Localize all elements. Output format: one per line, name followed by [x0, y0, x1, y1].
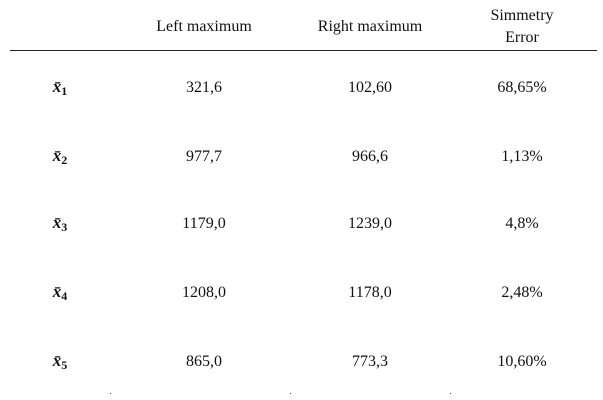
column-header: Right maximum: [317, 18, 423, 35]
table-cell: 1239,0: [348, 215, 392, 232]
row-index: 2: [61, 153, 68, 167]
row-symbol: x̄: [52, 213, 62, 232]
dot: [450, 393, 451, 394]
row-symbol: x̄: [52, 351, 62, 370]
table-cell: 977,7: [186, 148, 222, 165]
row-symbol: x̄: [52, 146, 62, 165]
table-cell: 773,3: [352, 353, 388, 370]
dot: [290, 393, 291, 394]
row-label: x̄3: [53, 213, 68, 235]
column-header: Simmetry Error: [490, 7, 554, 46]
row-label: x̄1: [53, 77, 68, 99]
table-cell: 2,48%: [501, 284, 543, 301]
table-cell: 10,60%: [497, 353, 547, 370]
table-cell: 1,13%: [501, 148, 543, 165]
row-index: 4: [61, 289, 68, 303]
table-cell: 102,60: [348, 79, 392, 96]
row-index: 1: [61, 84, 68, 98]
table-cell: 4,8%: [505, 215, 539, 232]
table-cell: 68,65%: [497, 79, 547, 96]
table-cell: 1179,0: [182, 215, 226, 232]
row-label: x̄5: [53, 351, 68, 373]
header-rule: [10, 50, 597, 51]
row-label: x̄2: [53, 146, 68, 168]
row-label: x̄4: [53, 282, 68, 304]
table-cell: 321,6: [186, 79, 222, 96]
table-cell: 966,6: [352, 148, 388, 165]
table-cell: 1208,0: [182, 284, 226, 301]
row-index: 3: [61, 220, 68, 234]
dot: [110, 393, 111, 394]
column-header: Left maximum: [156, 18, 252, 35]
table-cell: 1178,0: [348, 284, 392, 301]
row-symbol: x̄: [52, 77, 62, 96]
table-cell: 865,0: [186, 353, 222, 370]
row-symbol: x̄: [52, 282, 62, 301]
row-index: 5: [61, 358, 68, 372]
